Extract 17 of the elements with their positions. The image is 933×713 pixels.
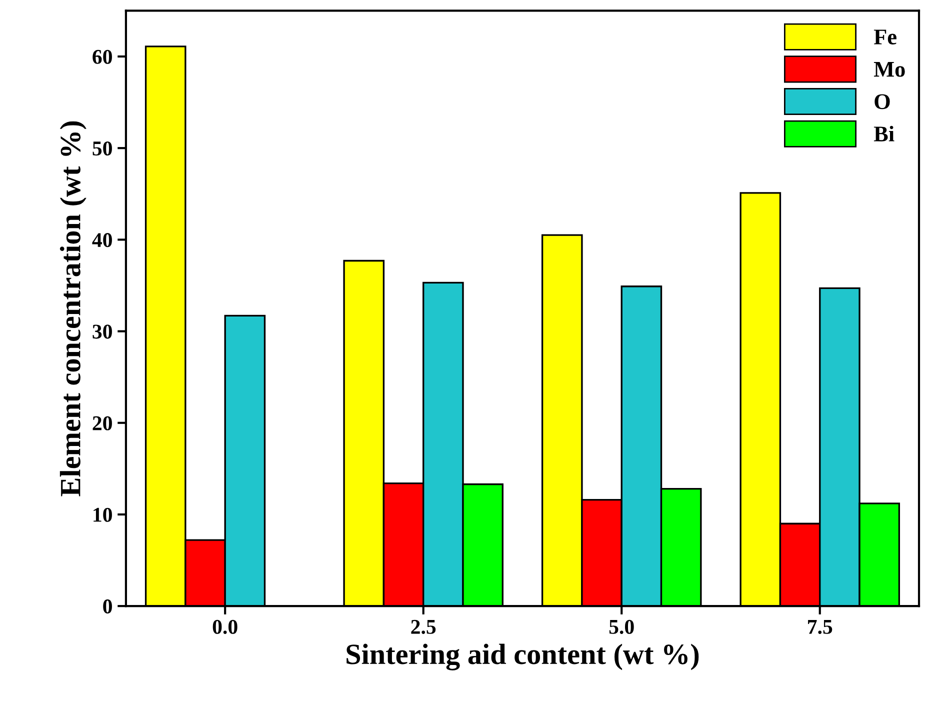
- y-tick-label: 50: [92, 141, 112, 156]
- y-tick-label: 0: [103, 599, 112, 614]
- legend-label: Bi: [874, 126, 894, 142]
- legend-label: O: [874, 94, 890, 110]
- y-tick-label: 60: [92, 50, 112, 64]
- y-tick-label: 30: [92, 324, 112, 339]
- x-tick-label: 0.0: [212, 620, 238, 634]
- x-tick-label: 2.5: [411, 620, 436, 634]
- legend-label: Mo: [874, 62, 905, 77]
- x-tick-label: 5.0: [609, 620, 634, 634]
- y-tick-label: 20: [92, 416, 112, 430]
- y-tick-label: 40: [92, 233, 112, 248]
- x-tick-label: 7.5: [808, 620, 832, 634]
- legend-label: Fe: [874, 30, 896, 44]
- x-axis-title: Sintering aid content (wt %): [346, 644, 699, 670]
- y-tick-label: 10: [94, 508, 112, 522]
- y-axis-title: Element concentration (wt %): [60, 121, 86, 496]
